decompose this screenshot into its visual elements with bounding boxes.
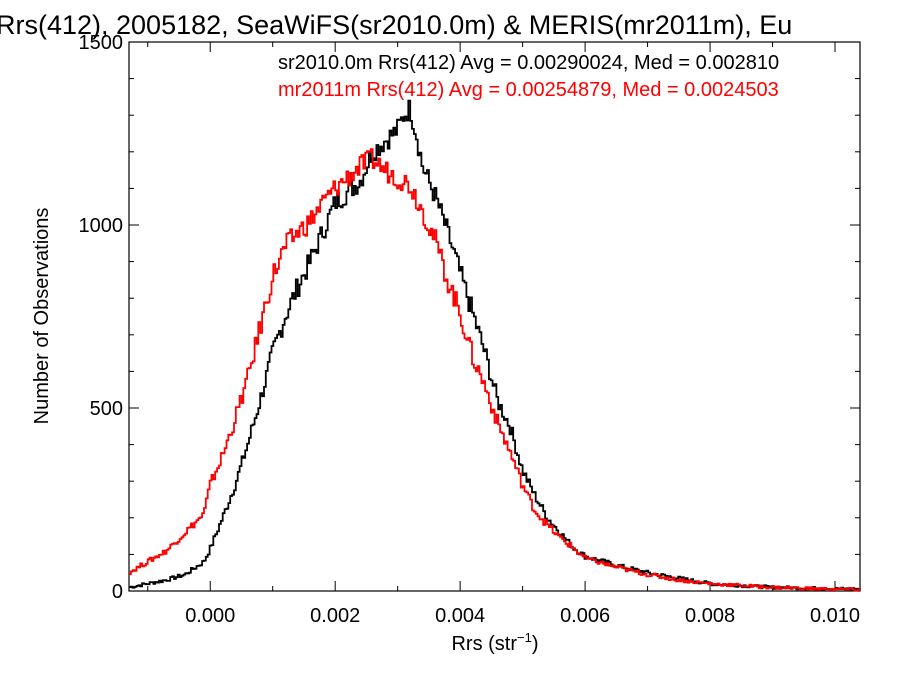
plot-frame [128,41,861,592]
x-tick-label-1: 0.002 [310,605,360,627]
annotation-red: mr2011m Rrs(412) Avg = 0.00254879, Med =… [278,79,779,101]
y-axis-label: Number of Observations [31,208,53,425]
x-axis-label: Rrs (str−1) [451,630,538,655]
x-tick-label-5: 0.010 [810,605,860,627]
x-axis-label-sup: −1 [517,630,532,645]
x-axis-label-close: ) [532,633,539,655]
x-axis: 0.000 0.002 0.004 0.006 0.008 0.010 [147,42,860,627]
x-tick-label-0: 0.000 [185,605,235,627]
x-tick-label-3: 0.006 [560,605,610,627]
x-tick-label-4: 0.008 [685,605,735,627]
x-tick-label-2: 0.004 [435,605,485,627]
chart-title: Rrs(412), 2005182, SeaWiFS(sr2010.0m) & … [0,10,792,40]
y-tick-label-3: 1500 [79,32,124,54]
series-layer [129,99,861,592]
series-line-mr2011m [129,148,861,592]
x-axis-label-main: Rrs (str [451,633,517,655]
y-axis: 0 500 1000 1500 [79,32,860,603]
y-tick-label-2: 1000 [79,215,124,237]
annotation-black: sr2010.0m Rrs(412) Avg = 0.00290024, Med… [278,52,779,74]
y-tick-label-0: 0 [112,581,123,603]
series-line-sr2010.0m [129,99,861,591]
y-tick-label-1: 500 [90,398,123,420]
